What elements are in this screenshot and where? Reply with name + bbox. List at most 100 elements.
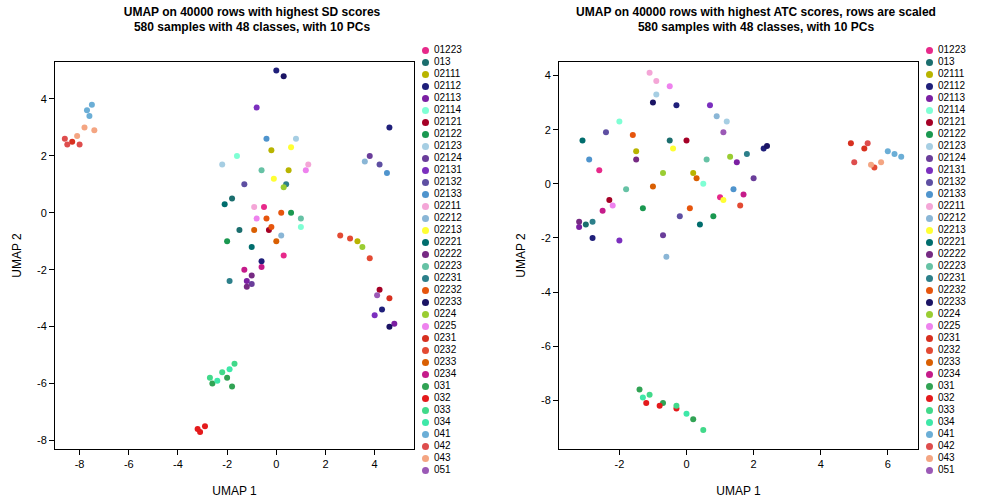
- html-text:02212: 02212: [434, 212, 462, 223]
- html-text:0233: 0233: [938, 356, 961, 367]
- html-text:0225: 0225: [434, 320, 457, 331]
- svg-text:4: 4: [818, 458, 824, 470]
- html-text:02131: 02131: [938, 164, 966, 175]
- html-text:02132: 02132: [434, 176, 462, 187]
- html-text:032: 032: [434, 392, 451, 403]
- html-text:01223: 01223: [938, 44, 966, 55]
- html-text:02133: 02133: [938, 188, 966, 199]
- svg-text:-2: -2: [541, 232, 551, 244]
- svg-text:4: 4: [545, 69, 551, 81]
- svg-text:0: 0: [273, 458, 279, 470]
- svg-text:2: 2: [545, 124, 551, 136]
- svg-text:-4: -4: [541, 286, 551, 298]
- svg-text:UMAP on 40000 rows with highes: UMAP on 40000 rows with highest SD score…: [124, 5, 381, 35]
- html-text:02222: 02222: [434, 248, 462, 259]
- svg-text:2: 2: [751, 458, 757, 470]
- html-text:0232: 0232: [434, 344, 457, 355]
- html-text:02222: 02222: [938, 248, 966, 259]
- svg-text:6: 6: [885, 458, 891, 470]
- html-text:02213: 02213: [938, 224, 966, 235]
- html-text:02111: 02111: [938, 68, 965, 79]
- html-text:0231: 0231: [434, 332, 457, 343]
- svg-text:UMAP 1: UMAP 1: [212, 484, 257, 498]
- html-text:02233: 02233: [938, 296, 966, 307]
- html-text:02131: 02131: [434, 164, 462, 175]
- html-text:02233: 02233: [434, 296, 462, 307]
- html-text:042: 042: [434, 440, 451, 451]
- html-text:02133: 02133: [434, 188, 462, 199]
- html-text:013: 013: [938, 56, 955, 67]
- html-text:02132: 02132: [938, 176, 966, 187]
- html-text:033: 033: [938, 404, 955, 415]
- html-text:041: 041: [434, 428, 451, 439]
- svg-text:-4: -4: [173, 458, 183, 470]
- html-text:02111: 02111: [434, 68, 461, 79]
- html-text:0224: 0224: [938, 308, 961, 319]
- html-text:0231: 0231: [938, 332, 961, 343]
- html-text:02114: 02114: [938, 104, 966, 115]
- html-text:02213: 02213: [434, 224, 462, 235]
- html-text:01223: 01223: [434, 44, 462, 55]
- svg-text:UMAP on 40000 rows with highes: UMAP on 40000 rows with highest ATC scor…: [576, 5, 936, 35]
- html-text:02121: 02121: [938, 116, 966, 127]
- svg-text:4: 4: [41, 93, 47, 105]
- svg-text:-6: -6: [37, 377, 47, 389]
- svg-text:UMAP 2: UMAP 2: [10, 233, 24, 278]
- html-text:034: 034: [434, 416, 451, 427]
- html-text:02122: 02122: [938, 128, 966, 139]
- html-text:0233: 0233: [434, 356, 457, 367]
- html-text:0234: 0234: [434, 368, 457, 379]
- html-text:02223: 02223: [434, 260, 462, 271]
- html-text:013: 013: [434, 56, 451, 67]
- html-text:0225: 0225: [938, 320, 961, 331]
- svg-text:-6: -6: [124, 458, 134, 470]
- html-text:0224: 0224: [434, 308, 457, 319]
- html-text:02113: 02113: [434, 92, 462, 103]
- html-text:02123: 02123: [938, 140, 966, 151]
- html-text:02114: 02114: [434, 104, 462, 115]
- svg-text:-6: -6: [541, 340, 551, 352]
- html-text:02211: 02211: [434, 200, 462, 211]
- svg-text:4: 4: [372, 458, 378, 470]
- html-text:02124: 02124: [938, 152, 966, 163]
- svg-text:0: 0: [545, 178, 551, 190]
- html-text:02212: 02212: [938, 212, 966, 223]
- svg-text:-2: -2: [614, 458, 624, 470]
- html-text:031: 031: [434, 380, 451, 391]
- html-text:02124: 02124: [434, 152, 462, 163]
- svg-text:-8: -8: [541, 394, 551, 406]
- html-text:02232: 02232: [938, 284, 966, 295]
- html-text:02121: 02121: [434, 116, 462, 127]
- svg-text:UMAP 2: UMAP 2: [514, 233, 528, 278]
- html-text:02223: 02223: [938, 260, 966, 271]
- svg-text:2: 2: [322, 458, 328, 470]
- html-text:02221: 02221: [434, 236, 462, 247]
- html-text:034: 034: [938, 416, 955, 427]
- svg-text:2: 2: [41, 150, 47, 162]
- svg-text:0: 0: [41, 207, 47, 219]
- html-text:02231: 02231: [434, 272, 462, 283]
- svg-text:0: 0: [683, 458, 689, 470]
- html-text:02122: 02122: [434, 128, 462, 139]
- html-text:02232: 02232: [434, 284, 462, 295]
- html-text:051: 051: [434, 464, 451, 475]
- html-text:02211: 02211: [938, 200, 966, 211]
- svg-text:-8: -8: [75, 458, 85, 470]
- svg-text:-2: -2: [37, 264, 47, 276]
- html-text:02221: 02221: [938, 236, 966, 247]
- html-text:043: 043: [434, 452, 451, 463]
- html-text:02113: 02113: [938, 92, 966, 103]
- svg-text:UMAP 1: UMAP 1: [716, 484, 761, 498]
- html-text:031: 031: [938, 380, 955, 391]
- html-text:02123: 02123: [434, 140, 462, 151]
- svg-text:-4: -4: [37, 320, 47, 332]
- html-text:02112: 02112: [938, 80, 966, 91]
- html-text:032: 032: [938, 392, 955, 403]
- html-text:02112: 02112: [434, 80, 462, 91]
- svg-text:-2: -2: [222, 458, 232, 470]
- html-text:02231: 02231: [938, 272, 966, 283]
- html-text:033: 033: [434, 404, 451, 415]
- html-text:0234: 0234: [938, 368, 961, 379]
- html-text:0232: 0232: [938, 344, 961, 355]
- svg-text:-8: -8: [37, 434, 47, 446]
